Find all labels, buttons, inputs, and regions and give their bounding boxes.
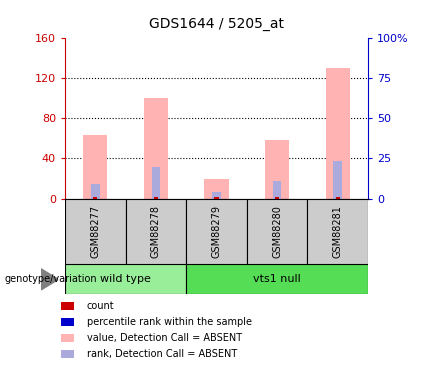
Bar xyxy=(307,199,368,264)
Bar xyxy=(275,197,279,199)
Bar xyxy=(152,166,160,199)
Bar xyxy=(326,68,350,199)
Bar xyxy=(65,264,186,294)
Text: count: count xyxy=(87,301,114,310)
Text: genotype/variation: genotype/variation xyxy=(4,274,97,284)
Bar xyxy=(91,184,100,199)
Text: GSM88277: GSM88277 xyxy=(90,205,100,258)
Bar xyxy=(186,264,368,294)
Bar xyxy=(214,197,219,199)
Text: GSM88278: GSM88278 xyxy=(151,205,161,258)
Bar xyxy=(144,98,168,199)
Text: GSM88280: GSM88280 xyxy=(272,205,282,258)
Text: percentile rank within the sample: percentile rank within the sample xyxy=(87,317,252,327)
Text: vts1 null: vts1 null xyxy=(253,274,301,284)
Bar xyxy=(154,197,158,199)
Text: value, Detection Call = ABSENT: value, Detection Call = ABSENT xyxy=(87,333,242,343)
Bar xyxy=(186,199,247,264)
Bar xyxy=(336,197,340,199)
Text: GSM88279: GSM88279 xyxy=(211,205,222,258)
Bar xyxy=(83,135,107,199)
Bar xyxy=(204,178,229,199)
Bar xyxy=(126,199,186,264)
Bar xyxy=(247,199,307,264)
Text: rank, Detection Call = ABSENT: rank, Detection Call = ABSENT xyxy=(87,349,237,359)
Bar xyxy=(65,199,126,264)
Bar xyxy=(93,197,97,199)
Text: GDS1644 / 5205_at: GDS1644 / 5205_at xyxy=(149,17,284,31)
Bar xyxy=(265,140,289,199)
Polygon shape xyxy=(41,269,58,290)
Bar xyxy=(273,181,281,199)
Bar xyxy=(212,192,221,199)
Text: GSM88281: GSM88281 xyxy=(333,205,343,258)
Bar xyxy=(333,162,342,199)
Text: wild type: wild type xyxy=(100,274,151,284)
